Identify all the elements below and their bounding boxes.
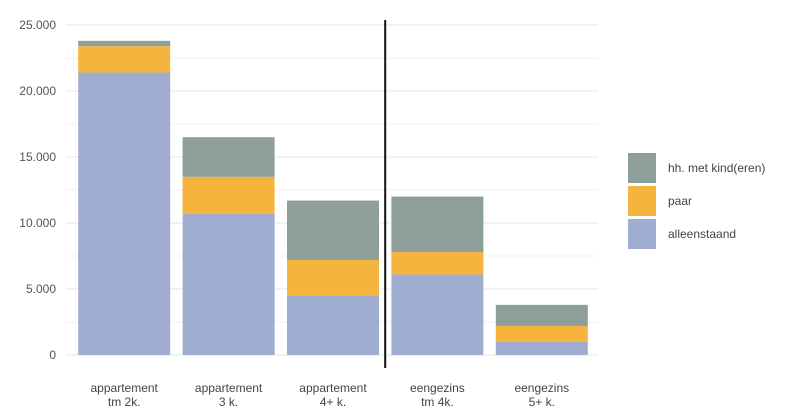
y-tick-label: 10.000 — [19, 216, 56, 230]
legend-label-alleenstaand: alleenstaand — [668, 227, 736, 241]
x-category-label: appartement — [195, 381, 263, 395]
x-category-label: tm 2k. — [108, 395, 141, 409]
y-tick-label: 0 — [49, 348, 56, 362]
bar-segment-hh-met-kind-eren- — [78, 41, 170, 46]
bar-segment-hh-met-kind-eren- — [287, 201, 379, 260]
bar-segment-paar — [183, 177, 275, 214]
y-tick-label: 5.000 — [26, 282, 56, 296]
legend-label-paar: paar — [668, 194, 692, 208]
bar-segment-alleenstaand — [287, 296, 379, 355]
bar-segment-alleenstaand — [391, 274, 483, 355]
x-category-label: eengezins — [410, 381, 465, 395]
bar-segment-hh-met-kind-eren- — [391, 197, 483, 252]
x-category-label: eengezins — [514, 381, 569, 395]
bar-segment-paar — [78, 46, 170, 72]
x-category-label: 3 k. — [219, 395, 238, 409]
y-axis-tick-labels: 0 5.000 10.000 15.000 20.000 25.000 — [19, 18, 56, 362]
legend-item-kind: hh. met kind(eren) — [628, 152, 765, 184]
y-tick-label: 25.000 — [19, 18, 56, 32]
bar-segment-paar — [391, 252, 483, 274]
bars — [78, 41, 588, 355]
legend-label-kind: hh. met kind(eren) — [668, 161, 765, 175]
legend: hh. met kind(eren) paar alleenstaand — [628, 152, 765, 251]
bar-segment-alleenstaand — [496, 342, 588, 355]
bar-segment-alleenstaand — [183, 214, 275, 355]
x-category-label: appartement — [91, 381, 159, 395]
x-category-label: 4+ k. — [320, 395, 346, 409]
bar-segment-paar — [287, 260, 379, 296]
legend-swatch-paar — [628, 186, 656, 216]
x-category-label: 5+ k. — [529, 395, 555, 409]
x-category-label: tm 4k. — [421, 395, 454, 409]
bar-segment-hh-met-kind-eren- — [183, 137, 275, 177]
bar-segment-paar — [496, 326, 588, 342]
y-tick-label: 15.000 — [19, 150, 56, 164]
legend-swatch-alleenstaand — [628, 219, 656, 249]
y-tick-label: 20.000 — [19, 84, 56, 98]
x-category-label: appartement — [299, 381, 367, 395]
legend-item-alleenstaand: alleenstaand — [628, 218, 765, 250]
bar-segment-hh-met-kind-eren- — [496, 305, 588, 326]
legend-swatch-kind — [628, 153, 656, 183]
legend-item-paar: paar — [628, 185, 765, 217]
bar-segment-alleenstaand — [78, 73, 170, 355]
